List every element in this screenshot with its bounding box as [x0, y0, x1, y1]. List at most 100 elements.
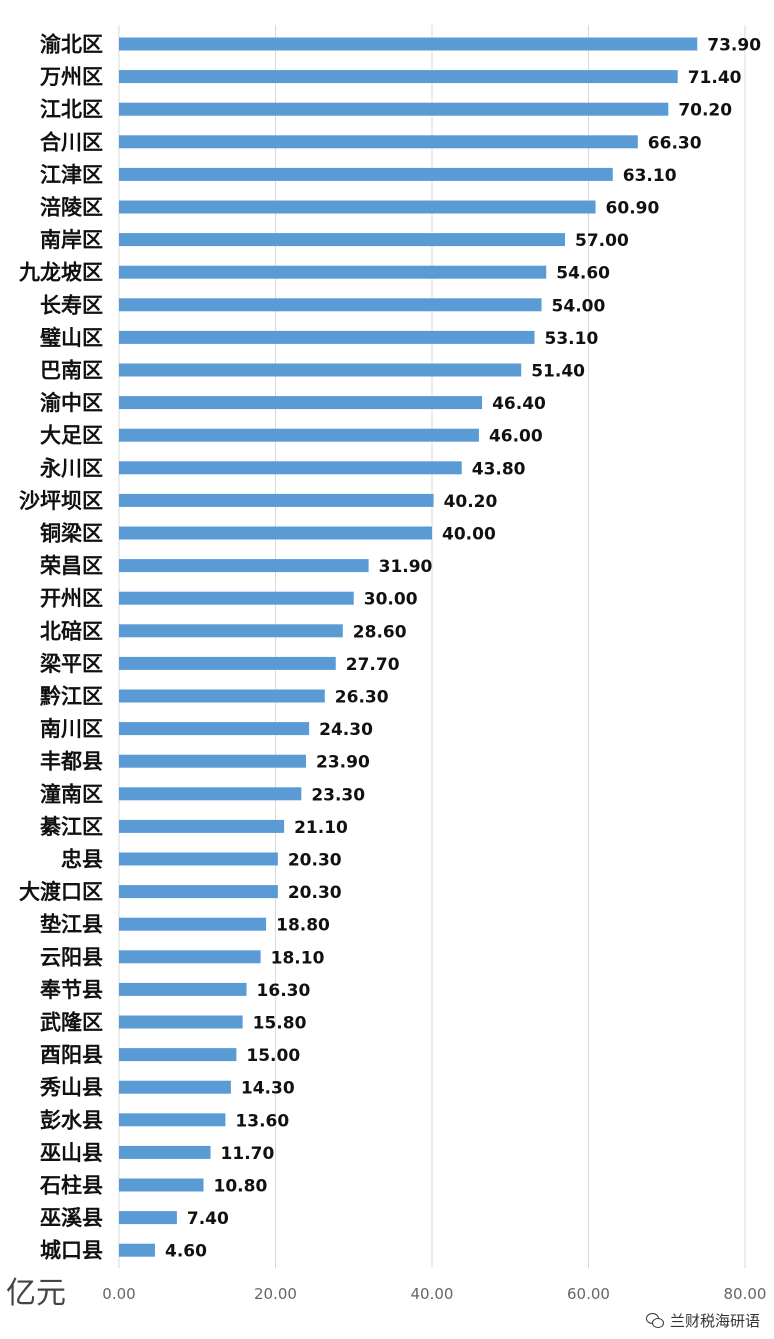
- bar: [119, 265, 547, 279]
- category-label: 巫山县: [40, 1141, 103, 1165]
- value-label: 73.90: [707, 36, 761, 56]
- x-axis-ticks: 0.00 20.00 40.00 60.00 80.00: [102, 1285, 766, 1303]
- category-label: 彭水县: [40, 1108, 103, 1132]
- category-label: 合川区: [40, 130, 103, 154]
- bar: [119, 1178, 204, 1192]
- category-label: 酉阳县: [40, 1043, 103, 1067]
- value-label: 15.00: [246, 1046, 300, 1066]
- bar: [119, 298, 542, 312]
- category-label: 城口县: [40, 1239, 103, 1263]
- bar: [119, 493, 434, 507]
- value-label: 71.40: [688, 68, 742, 88]
- category-label: 丰都县: [40, 750, 103, 774]
- category-label: 黔江区: [40, 685, 103, 709]
- bar: [119, 37, 698, 51]
- value-label: 63.10: [623, 166, 677, 186]
- bar: [119, 852, 278, 866]
- bar: [119, 722, 310, 736]
- value-label: 20.30: [288, 851, 342, 871]
- watermark: 兰财税海研语: [645, 1310, 760, 1331]
- bar: [119, 689, 325, 703]
- value-label: 15.80: [253, 1014, 307, 1034]
- category-label: 梁平区: [39, 652, 103, 676]
- category-label: 奉节县: [39, 978, 103, 1002]
- value-label: 30.00: [364, 590, 418, 610]
- bar: [119, 135, 638, 149]
- bar: [119, 1145, 211, 1159]
- category-label: 永川区: [39, 456, 103, 480]
- category-labels: 渝北区万州区江北区合川区江津区涪陵区南岸区九龙坡区长寿区璧山区巴南区渝中区大足区…: [18, 33, 103, 1263]
- category-label: 大渡口区: [19, 880, 103, 904]
- category-label: 万州区: [39, 65, 103, 89]
- category-label: 垫江县: [40, 913, 103, 937]
- bar: [119, 754, 307, 768]
- bar: [119, 624, 343, 638]
- bar: [119, 1048, 237, 1062]
- category-label: 开州区: [40, 587, 103, 611]
- value-label: 20.30: [288, 883, 342, 903]
- bar: [119, 461, 462, 475]
- bar: [119, 102, 669, 116]
- value-label: 54.00: [552, 296, 606, 316]
- value-label: 54.60: [556, 264, 610, 284]
- value-label: 40.20: [444, 492, 498, 512]
- bar: [119, 917, 267, 931]
- unit-label: 亿元: [6, 1276, 66, 1311]
- bar: [119, 363, 522, 377]
- value-label: 18.80: [276, 916, 330, 936]
- bar: [119, 200, 596, 214]
- value-label: 57.00: [575, 231, 629, 251]
- value-label: 18.10: [271, 948, 325, 968]
- bar: [119, 819, 285, 833]
- category-label: 忠县: [61, 848, 103, 872]
- bar: [119, 787, 302, 801]
- category-label: 九龙坡区: [18, 261, 103, 285]
- value-label: 16.30: [257, 981, 311, 1001]
- wechat-icon: [645, 1312, 664, 1329]
- category-label: 南岸区: [40, 228, 103, 252]
- value-label: 46.40: [492, 394, 546, 414]
- bar: [119, 656, 336, 670]
- value-labels: 73.90 71.40 70.20 66.30 63.10 60.90 57.00 54.60…: [165, 36, 761, 1262]
- value-label: 7.40: [187, 1209, 229, 1229]
- value-label: 21.10: [294, 818, 348, 838]
- bar: [119, 1243, 155, 1257]
- value-label: 70.20: [678, 101, 732, 121]
- x-tick-label: 80.00: [724, 1285, 767, 1303]
- bar: [119, 70, 678, 84]
- value-label: 13.60: [235, 1111, 289, 1131]
- bar: [119, 526, 432, 540]
- value-label: 43.80: [472, 459, 526, 479]
- category-label: 沙坪坝区: [19, 489, 103, 513]
- category-label: 铜梁区: [40, 522, 103, 546]
- x-tick-label: 60.00: [567, 1285, 610, 1303]
- value-label: 51.40: [531, 362, 585, 382]
- value-label: 31.90: [379, 557, 433, 577]
- category-label: 长寿区: [40, 293, 103, 317]
- x-tick-label: 0.00: [102, 1285, 135, 1303]
- category-label: 石柱县: [39, 1174, 103, 1198]
- category-label: 巴南区: [40, 359, 103, 383]
- x-tick-label: 40.00: [411, 1285, 454, 1303]
- category-label: 荣昌区: [39, 554, 103, 578]
- bar: [119, 950, 261, 964]
- bar: [119, 1015, 243, 1029]
- value-label: 53.10: [545, 329, 599, 349]
- value-label: 27.70: [346, 655, 400, 675]
- category-label: 南川区: [40, 717, 103, 741]
- bar: [119, 1211, 177, 1225]
- value-label: 23.90: [316, 753, 370, 773]
- bar: [119, 428, 479, 442]
- value-label: 40.00: [442, 525, 496, 545]
- value-label: 24.30: [319, 720, 373, 740]
- category-label: 渝北区: [40, 33, 103, 57]
- value-label: 46.00: [489, 427, 543, 447]
- category-label: 江北区: [40, 98, 103, 122]
- value-label: 11.70: [221, 1144, 275, 1164]
- category-label: 武隆区: [40, 1011, 103, 1035]
- category-label: 江津区: [40, 163, 103, 187]
- value-label: 66.30: [648, 133, 702, 153]
- bar: [119, 1080, 231, 1094]
- bar: [119, 233, 566, 247]
